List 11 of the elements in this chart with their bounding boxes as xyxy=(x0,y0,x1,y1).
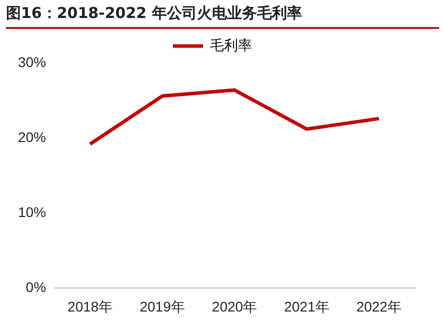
x-tick-label: 2022年 xyxy=(356,298,402,314)
x-tick-label: 2018年 xyxy=(68,298,113,314)
y-tick-label: 0% xyxy=(26,279,46,296)
x-tick-label: 2021年 xyxy=(284,298,330,314)
y-tick-label: 20% xyxy=(18,128,46,145)
chart-title: 图16：2018-2022 年公司火电业务毛利率 xyxy=(6,4,439,29)
y-tick-label: 30% xyxy=(18,54,46,70)
x-tick-label: 2020年 xyxy=(212,298,258,314)
y-tick-label: 10% xyxy=(18,204,46,220)
legend-label: 毛利率 xyxy=(210,36,252,53)
x-tick-label: 2019年 xyxy=(140,298,185,314)
